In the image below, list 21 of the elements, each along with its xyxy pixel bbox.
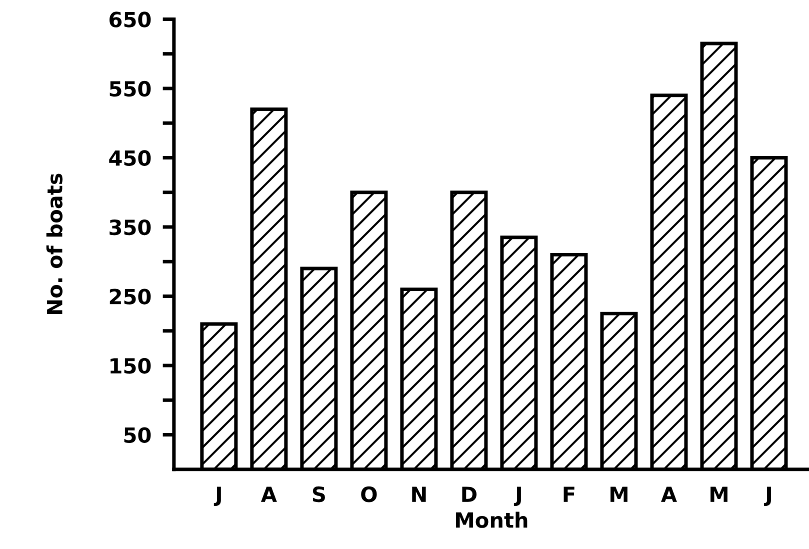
- x-tick-label: D: [462, 486, 477, 502]
- x-axis-title: Month: [456, 512, 528, 528]
- x-tick-label: J: [764, 486, 771, 506]
- x-tick-label: F: [564, 486, 574, 502]
- y-tick-label: 450: [109, 150, 151, 166]
- y-tick-label: 650: [110, 12, 151, 28]
- y-axis-title: No. of boats: [46, 174, 63, 314]
- x-tick-label: A: [661, 486, 677, 502]
- x-tick-label: M: [710, 486, 728, 502]
- y-tick-label: 50: [124, 427, 151, 443]
- x-tick-label: S: [312, 486, 325, 502]
- x-tick-label: N: [412, 486, 426, 502]
- x-tick-label: O: [361, 486, 377, 502]
- y-tick-label: 550: [110, 80, 151, 97]
- y-tick-label: 350: [110, 219, 151, 236]
- x-tick-label: M: [610, 486, 628, 502]
- x-tick-label: A: [260, 486, 277, 502]
- x-tick-label: J: [214, 486, 221, 506]
- y-tick-label: 250: [110, 288, 151, 304]
- y-tick-label: 150: [110, 358, 151, 374]
- x-tick-label: J: [514, 486, 521, 506]
